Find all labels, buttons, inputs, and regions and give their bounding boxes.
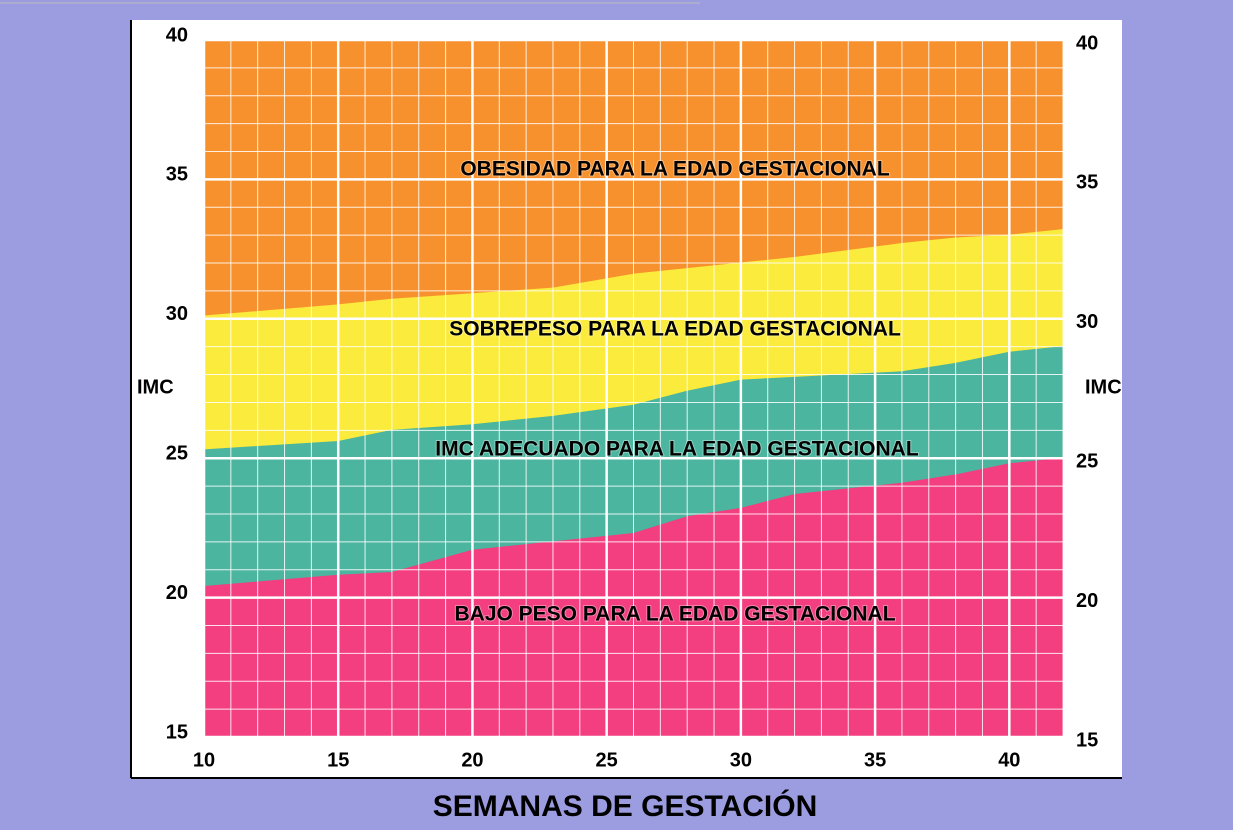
y-tick-label: 35 <box>1076 172 1098 194</box>
x-axis-label: SEMANAS DE GESTACIÓN <box>433 789 817 823</box>
band-label: OBESIDAD PARA LA EDAD GESTACIONAL <box>460 158 890 181</box>
y-axis-label: IMC <box>1085 376 1122 398</box>
x-tick-label: 10 <box>193 749 215 771</box>
y-tick-label: 40 <box>166 24 188 46</box>
y-tick-label: 20 <box>1076 590 1098 612</box>
y-tick-label: 25 <box>1076 450 1098 472</box>
band-label: BAJO PESO PARA LA EDAD GESTACIONAL <box>454 603 895 626</box>
x-tick-label: 40 <box>998 749 1020 771</box>
band-label: IMC ADECUADO PARA LA EDAD GESTACIONAL <box>435 438 919 461</box>
x-tick-label: 30 <box>730 749 752 771</box>
y-tick-label: 15 <box>1076 729 1098 751</box>
x-tick-label: 15 <box>327 749 349 771</box>
x-tick-label: 20 <box>461 749 483 771</box>
y-tick-label: 40 <box>1076 32 1098 54</box>
y-tick-label: 20 <box>166 582 188 604</box>
x-tick-label: 25 <box>596 749 618 771</box>
y-tick-label: 35 <box>166 164 188 186</box>
y-tick-label: 25 <box>166 442 188 464</box>
y-tick-label: 30 <box>1076 311 1098 333</box>
x-tick-label: 35 <box>864 749 886 771</box>
y-axis-label: IMC <box>137 376 174 398</box>
band-label: SOBREPESO PARA LA EDAD GESTACIONAL <box>449 318 901 341</box>
y-tick-label: 15 <box>166 721 188 743</box>
plot <box>202 38 1064 739</box>
y-tick-label: 30 <box>166 303 188 325</box>
